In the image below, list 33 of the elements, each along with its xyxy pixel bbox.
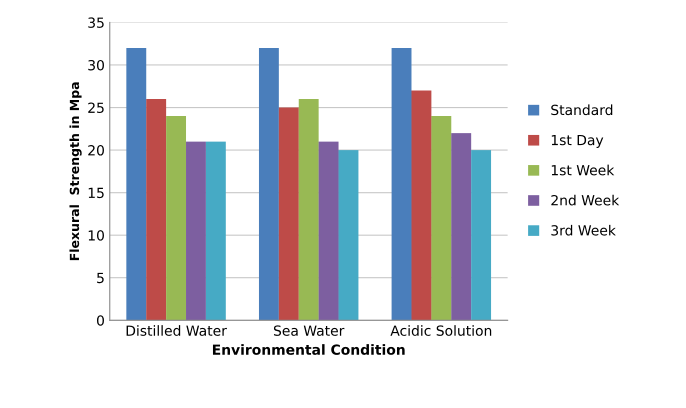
legend-label: 1st Week bbox=[552, 164, 614, 176]
y-tick-label: 20 bbox=[88, 145, 104, 156]
bar bbox=[278, 108, 299, 320]
bar bbox=[392, 48, 412, 320]
bar bbox=[471, 150, 492, 320]
bar bbox=[431, 116, 452, 320]
legend-label: 2nd Week bbox=[551, 194, 620, 206]
y-tick-label: 35 bbox=[88, 17, 104, 28]
y-axis-title: Flexural Strength in Mpa bbox=[69, 82, 82, 260]
bar bbox=[258, 48, 279, 320]
legend-label: 1st Day bbox=[552, 134, 604, 148]
bar bbox=[186, 142, 206, 320]
bar bbox=[411, 90, 432, 320]
y-tick-label: 10 bbox=[88, 230, 104, 241]
x-tick-label: Distilled Water bbox=[126, 325, 227, 336]
y-tick-label: 25 bbox=[88, 102, 104, 114]
x-tick-label: Sea Water bbox=[274, 325, 344, 336]
y-tick-label: 5 bbox=[97, 272, 104, 284]
y-tick-label: 0 bbox=[96, 315, 104, 326]
bar bbox=[206, 142, 226, 320]
x-axis-title: Environmental Condition bbox=[212, 344, 405, 355]
legend-label: Standard bbox=[551, 104, 612, 116]
bar bbox=[318, 142, 339, 320]
bar bbox=[146, 99, 166, 320]
x-tick-label: Acidic Solution bbox=[390, 325, 492, 336]
bar bbox=[166, 116, 186, 320]
y-tick-label: 15 bbox=[88, 188, 104, 198]
bar bbox=[338, 150, 358, 320]
legend-label: 3rd Week bbox=[551, 224, 616, 236]
y-tick-label: 30 bbox=[88, 60, 104, 70]
bar bbox=[298, 99, 319, 320]
bar bbox=[451, 133, 472, 320]
bar bbox=[126, 48, 146, 320]
